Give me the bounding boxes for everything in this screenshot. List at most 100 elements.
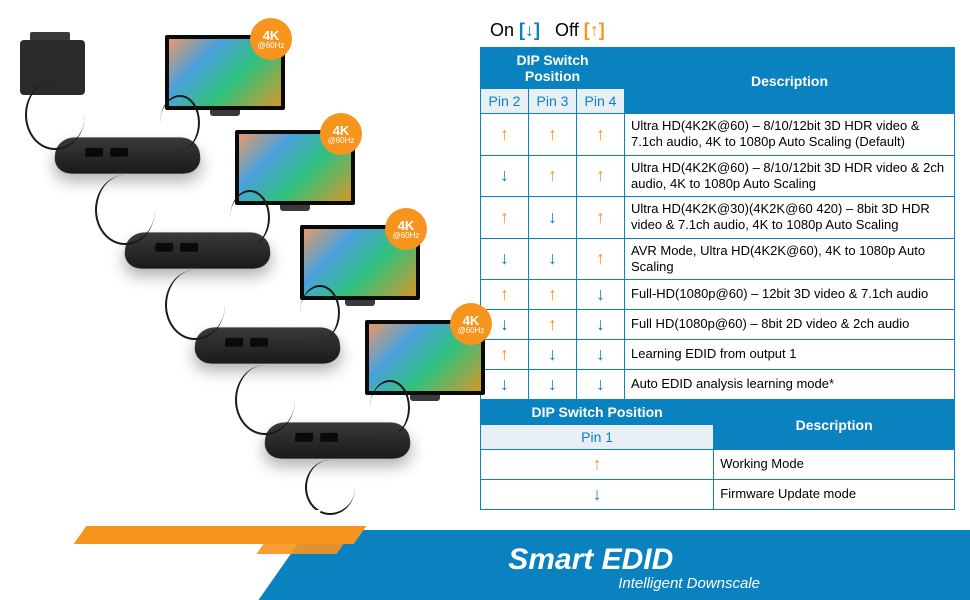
pin-cell: ↓ xyxy=(481,480,714,510)
t2-col-pin1: Pin 1 xyxy=(481,425,714,450)
cable-icon xyxy=(25,80,85,150)
arrow-up-icon: ↑ xyxy=(500,207,509,227)
table-row: ↑ ↑ ↑ Ultra HD(4K2K@60) – 8/10/12bit 3D HDR… xyxy=(481,114,955,156)
pin-cell: ↓ xyxy=(577,340,625,370)
pin-cell: ↓ xyxy=(577,280,625,310)
pin-cell: ↑ xyxy=(577,197,625,239)
arrow-up-icon: ↑ xyxy=(500,124,509,144)
desc-cell: Firmware Update mode xyxy=(714,480,955,510)
desc-cell: Working Mode xyxy=(714,450,955,480)
t1-header-pos: DIP Switch Position xyxy=(481,48,625,89)
pin-cell: ↓ xyxy=(577,370,625,400)
bottom-banner: Smart EDID Intelligent Downscale xyxy=(0,510,970,600)
desc-cell: Auto EDID analysis learning mode* xyxy=(625,370,955,400)
pin-cell: ↑ xyxy=(481,280,529,310)
pin-cell: ↓ xyxy=(481,155,529,197)
arrow-up-icon: ↑ xyxy=(548,124,557,144)
t1-header-desc: Description xyxy=(625,48,955,114)
pin-cell: ↓ xyxy=(481,370,529,400)
arrow-down-icon: ↓ xyxy=(596,344,605,364)
pin-cell: ↓ xyxy=(529,197,577,239)
cable-icon xyxy=(165,270,225,340)
arrow-up-icon: ↑ xyxy=(548,314,557,334)
table-row: ↑ ↓ ↑ Ultra HD(4K2K@30)(4K2K@60 420) – 8bit… xyxy=(481,197,955,239)
desc-cell: Ultra HD(4K2K@60) – 8/10/12bit 3D HDR vi… xyxy=(625,155,955,197)
pin-cell: ↑ xyxy=(481,340,529,370)
desc-cell: Ultra HD(4K2K@60) – 8/10/12bit 3D HDR vi… xyxy=(625,114,955,156)
arrow-up-icon: ↑ xyxy=(548,165,557,185)
desc-cell: Full-HD(1080p@60) – 12bit 3D video & 7.1… xyxy=(625,280,955,310)
arrow-down-icon: ↓ xyxy=(548,344,557,364)
pin-cell: ↑ xyxy=(529,280,577,310)
pin-cell: ↓ xyxy=(529,370,577,400)
arrow-down-icon: ↓ xyxy=(500,374,509,394)
arrow-up-icon: ↑ xyxy=(590,20,599,40)
pin-cell: ↑ xyxy=(529,310,577,340)
arrow-down-icon: ↓ xyxy=(593,484,602,504)
dip-switch-tables: On [↓] Off [↑] DIP Switch Position Descr… xyxy=(470,0,970,520)
table-row: ↓ Firmware Update mode xyxy=(481,480,955,510)
pin-cell: ↓ xyxy=(529,238,577,280)
arrow-up-icon: ↑ xyxy=(548,284,557,304)
pin-cell: ↓ xyxy=(577,310,625,340)
arrow-down-icon: ↓ xyxy=(548,374,557,394)
arrow-up-icon: ↑ xyxy=(500,344,509,364)
arrow-down-icon: ↓ xyxy=(500,248,509,268)
cable-icon xyxy=(305,460,355,515)
table-row: ↓ ↓ ↓ Auto EDID analysis learning mode* xyxy=(481,370,955,400)
arrow-up-icon: ↑ xyxy=(596,124,605,144)
badge-4k-3: 4K@60Hz xyxy=(385,208,427,250)
banner-title: Smart EDID xyxy=(508,545,760,575)
arrow-down-icon: ↓ xyxy=(596,284,605,304)
table-row: ↓ ↑ ↓ Full HD(1080p@60) – 8bit 2D video & 2… xyxy=(481,310,955,340)
pin-cell: ↑ xyxy=(481,114,529,156)
t1-col-pin2: Pin 2 xyxy=(481,89,529,114)
pin-cell: ↑ xyxy=(529,155,577,197)
table-row: ↓ ↑ ↑ Ultra HD(4K2K@60) – 8/10/12bit 3D HDR… xyxy=(481,155,955,197)
arrow-down-icon: ↓ xyxy=(548,248,557,268)
pin-cell: ↑ xyxy=(529,114,577,156)
arrow-down-icon: ↓ xyxy=(500,314,509,334)
badge-4k-2: 4K@60Hz xyxy=(320,113,362,155)
cable-icon xyxy=(370,380,410,435)
badge-4k-4: 4K@60Hz xyxy=(450,303,492,345)
cable-icon xyxy=(300,285,340,340)
arrow-down-icon: ↓ xyxy=(596,374,605,394)
t2-header-pos: DIP Switch Position xyxy=(481,400,714,425)
t2-header-desc: Description xyxy=(714,400,955,450)
arrow-down-icon: ↓ xyxy=(548,207,557,227)
cable-icon xyxy=(160,95,200,150)
t1-col-pin3: Pin 3 xyxy=(529,89,577,114)
arrow-up-icon: ↑ xyxy=(500,284,509,304)
pin-cell: ↓ xyxy=(529,340,577,370)
legend-row: On [↓] Off [↑] xyxy=(480,20,955,41)
table-row: ↑ Working Mode xyxy=(481,450,955,480)
cable-icon xyxy=(230,190,270,245)
t1-col-pin4: Pin 4 xyxy=(577,89,625,114)
table-row: ↑ ↑ ↓ Full-HD(1080p@60) – 12bit 3D video & … xyxy=(481,280,955,310)
arrow-down-icon: ↓ xyxy=(500,165,509,185)
arrow-down-icon: ↓ xyxy=(525,20,534,40)
dip-table-2: DIP Switch Position Description Pin 1 ↑ W… xyxy=(480,399,955,510)
arrow-up-icon: ↑ xyxy=(596,207,605,227)
pin-cell: ↑ xyxy=(577,155,625,197)
cable-icon xyxy=(235,365,295,435)
cable-icon xyxy=(95,175,155,245)
arrow-up-icon: ↑ xyxy=(596,248,605,268)
table-row: ↓ ↓ ↑ AVR Mode, Ultra HD(4K2K@60), 4K to 10… xyxy=(481,238,955,280)
pin-cell: ↑ xyxy=(481,450,714,480)
arrow-up-icon: ↑ xyxy=(596,165,605,185)
pin-cell: ↑ xyxy=(481,197,529,239)
arrow-down-icon: ↓ xyxy=(596,314,605,334)
pin-cell: ↑ xyxy=(577,114,625,156)
pin-cell: ↑ xyxy=(577,238,625,280)
desc-cell: AVR Mode, Ultra HD(4K2K@60), 4K to 1080p… xyxy=(625,238,955,280)
desc-cell: Ultra HD(4K2K@30)(4K2K@60 420) – 8bit 3D… xyxy=(625,197,955,239)
desc-cell: Full HD(1080p@60) – 8bit 2D video & 2ch … xyxy=(625,310,955,340)
arrow-up-icon: ↑ xyxy=(593,454,602,474)
connection-diagram: 4K@60Hz 4K@60Hz 4K@60Hz 4K@60Hz xyxy=(0,0,470,520)
table-row: ↑↓↓Learning EDID from output 1 xyxy=(481,340,955,370)
badge-4k-1: 4K@60Hz xyxy=(250,18,292,60)
banner-subtitle: Intelligent Downscale xyxy=(618,575,760,592)
dip-table-1: DIP Switch Position Description Pin 2 Pi… xyxy=(480,47,955,400)
